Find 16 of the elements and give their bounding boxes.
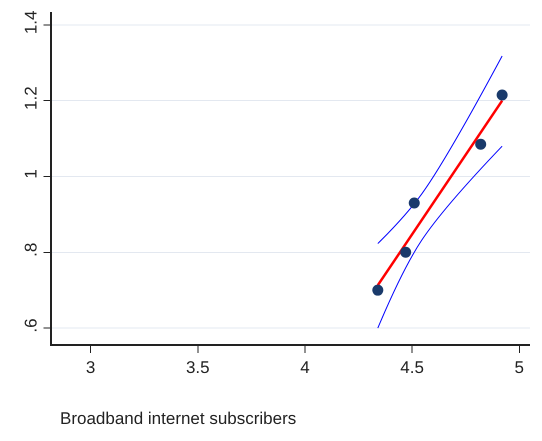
y-tick-label: 1 [21,169,40,179]
y-tick-label: 1.2 [21,86,40,110]
y-tick-label: .8 [21,242,40,257]
x-tick-label: 4.5 [400,358,424,378]
x-tick-label: 3 [86,358,96,378]
x-tick-label: 4 [300,358,310,378]
point [372,284,384,296]
x-tick-label: 3.5 [186,358,210,378]
point [475,138,486,150]
y-tick-label: .6 [21,318,40,333]
point [400,246,412,258]
x-axis-title: Broadband internet subscribers [60,409,296,428]
x-tick-label: 5 [514,358,524,378]
point [496,90,508,100]
point [408,198,420,209]
y-tick-label: 1.4 [21,10,40,34]
